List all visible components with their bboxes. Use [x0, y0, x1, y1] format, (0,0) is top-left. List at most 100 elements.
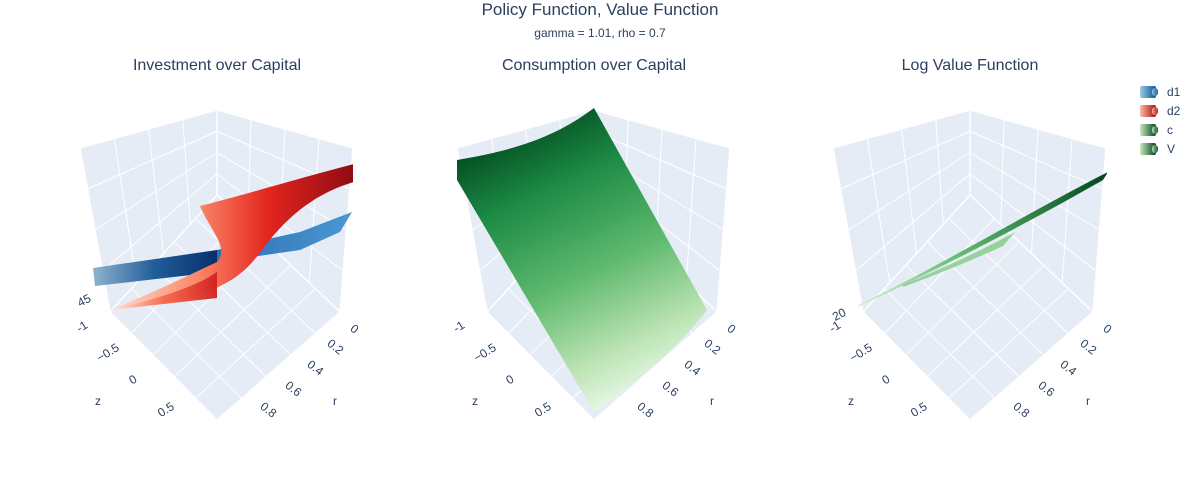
r-tick-label: 0.2 [1078, 336, 1100, 358]
floor-grid [926, 264, 1045, 378]
z-tick-label: −0.5 [847, 340, 875, 365]
box-edge [457, 109, 595, 149]
z-tick-label: 0 [879, 372, 892, 388]
subplot-title: Consumption over Capital [502, 57, 686, 74]
surface-c [457, 108, 707, 412]
z-axis-title: z [848, 394, 854, 408]
legend-swatch-c [1140, 123, 1158, 136]
legend-item-d1[interactable]: d1 [1140, 82, 1200, 101]
surface-d2 [110, 164, 353, 310]
subplot-title: Log Value Function [902, 57, 1039, 74]
r-tick-label: 0 [1101, 321, 1115, 336]
floor-grid [195, 288, 316, 399]
legend-swatch-d2 [1140, 104, 1158, 117]
z-axis-title: z [95, 394, 101, 408]
scene-2: Consumption over Capital-1−0.500.5z00.20… [451, 57, 739, 421]
floor [110, 195, 340, 420]
floor-grid [173, 264, 292, 378]
r-tick-label: 0 [348, 321, 362, 336]
z-tick-label: 0.5 [532, 399, 554, 420]
r-tick-label: 0.6 [1036, 378, 1058, 400]
r-tick-label: 0.4 [682, 357, 704, 379]
vertical-tick-label: 20 [830, 305, 849, 324]
legend-swatch-V [1140, 142, 1158, 155]
figure-title: Policy Function, Value Function [481, 0, 719, 19]
right-wall-hgrid [593, 130, 727, 190]
surface-d1 [93, 250, 217, 286]
r-tick-label: 0.6 [283, 378, 305, 400]
r-tick-label: 0.8 [258, 399, 280, 421]
z-tick-label: -1 [451, 318, 468, 336]
box-edge [109, 311, 218, 420]
z-tick-label: 0.5 [908, 399, 930, 420]
vertical-tick-label: 45 [75, 291, 94, 310]
r-axis-title: r [710, 394, 714, 408]
box-edge [593, 311, 718, 420]
right-wall-hgrid [969, 130, 1103, 190]
floor-grid [884, 288, 995, 399]
r-tick-label: 0.4 [1058, 357, 1080, 379]
legend-label-d1: d1 [1167, 84, 1181, 99]
box-edge [862, 311, 971, 420]
box-edge [486, 311, 595, 420]
r-tick-label: 0.6 [660, 378, 682, 400]
box-edge [216, 311, 341, 420]
box-edge [593, 109, 730, 149]
left-wall-hgrid [94, 152, 218, 231]
scene-1: Investment over Capital-1−0.500.5z00.20.… [74, 57, 362, 421]
floor-grid [195, 218, 316, 334]
scene-2-body [457, 108, 730, 420]
left-wall-hgrid [102, 173, 218, 272]
z-tick-label: 0 [503, 372, 516, 388]
surface-V-shade [903, 232, 1015, 287]
scene-3: Log Value Function-1−0.500.5z00.20.40.60… [827, 57, 1115, 421]
box-edge [969, 311, 1094, 420]
legend-swatch-d1 [1140, 85, 1158, 98]
legend-label-V: V [1167, 141, 1176, 156]
r-tick-label: 0.2 [702, 336, 724, 358]
z-tick-label: 0.5 [155, 399, 177, 420]
box-edge [969, 109, 1107, 149]
subplot-title: Investment over Capital [133, 57, 301, 74]
left-wall-hgrid [855, 173, 971, 272]
legend-item-V[interactable]: V [1140, 139, 1200, 158]
floor [863, 195, 1093, 420]
box-edge [969, 194, 1094, 313]
r-tick-label: 0 [725, 321, 739, 336]
scene-3-body [833, 109, 1107, 420]
box-edge [833, 147, 864, 313]
figure-subtitle: gamma = 1.01, rho = 0.7 [534, 26, 666, 40]
legend-item-d2[interactable]: d2 [1140, 101, 1200, 120]
z-tick-label: −0.5 [94, 340, 122, 365]
surface-d2-low [110, 272, 217, 310]
left-wall-hgrid [87, 130, 218, 190]
r-tick-label: 0.4 [305, 357, 327, 379]
z-axis-title: z [472, 394, 478, 408]
r-axis-title: r [1086, 394, 1090, 408]
right-wall-hgrid [969, 152, 1100, 231]
right-wall-hgrid [969, 173, 1097, 272]
box-edge [80, 109, 218, 149]
floor-grid [905, 241, 1020, 356]
surface-V [858, 172, 1107, 307]
r-tick-label: 0.8 [635, 399, 657, 421]
r-tick-label: 0.8 [1011, 399, 1033, 421]
z-tick-label: 0 [126, 372, 139, 388]
floor-grid [948, 218, 1069, 334]
box-edge [862, 194, 971, 313]
r-tick-label: 0.2 [325, 336, 347, 358]
box-edge [216, 109, 353, 149]
z-tick-label: -1 [74, 318, 91, 336]
box-edge [109, 194, 218, 313]
floor-grid [948, 288, 1069, 399]
scene-1-body [80, 109, 353, 420]
legend-item-c[interactable]: c [1140, 120, 1200, 139]
legend[interactable]: d1 d2 c V [1140, 82, 1200, 158]
floor-grid [131, 288, 242, 399]
z-tick-label: −0.5 [471, 340, 499, 365]
r-axis-title: r [333, 394, 337, 408]
box-edge [833, 109, 971, 149]
legend-label-c: c [1167, 122, 1173, 137]
